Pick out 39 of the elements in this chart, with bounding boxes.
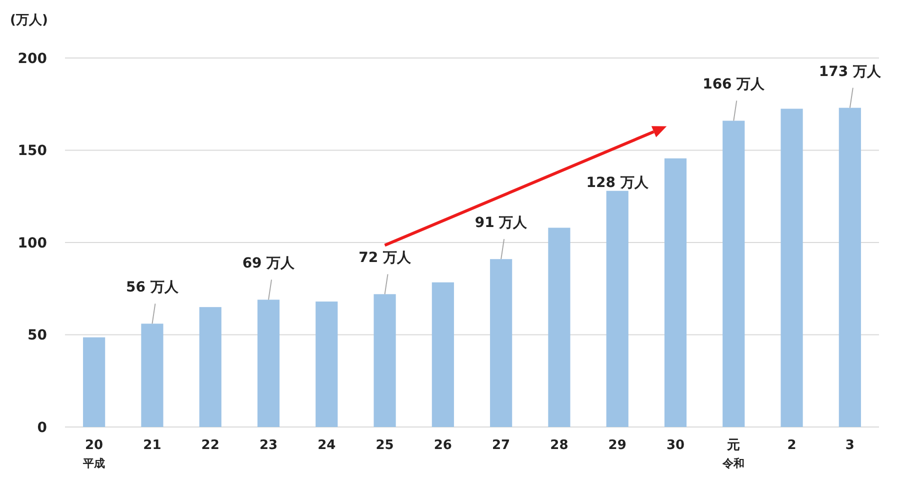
data-label: 166 万人 [702, 76, 766, 93]
bar [432, 282, 454, 427]
bar [83, 337, 106, 427]
x-tick-label: 2 [787, 438, 796, 453]
x-tick-label: 24 [318, 438, 336, 453]
x-tick-label: 22 [201, 438, 220, 453]
bar [490, 259, 512, 427]
bar [838, 108, 861, 427]
x-tick-label: 29 [608, 438, 626, 453]
data-label: 91 万人 [474, 215, 528, 232]
x-tick-label: 3 [845, 438, 854, 453]
bar [606, 190, 628, 427]
bar [257, 300, 280, 427]
data-label: 72 万人 [358, 250, 412, 266]
bar [141, 324, 164, 427]
data-label: 173 万人 [818, 64, 882, 80]
data-label: 128 万人 [586, 174, 650, 191]
x-tick-label: 30 [666, 438, 685, 453]
x-tick-label: 23 [259, 438, 278, 453]
x-tick-label: 26 [434, 438, 452, 453]
bar [316, 302, 338, 427]
y-tick-label: 0 [37, 420, 48, 436]
y-tick-label: 50 [28, 328, 48, 344]
y-tick-label: 150 [18, 143, 48, 160]
data-label: 56 万人 [126, 280, 180, 296]
y-axis-title: (万人) [10, 13, 48, 28]
data-label: 69 万人 [242, 256, 296, 272]
x-tick-label: 21 [143, 438, 162, 453]
bar [199, 307, 222, 427]
bar [722, 120, 745, 427]
x-tick-label: 25 [376, 438, 394, 453]
bar [664, 158, 687, 427]
x-tick-label: 27 [492, 438, 510, 453]
y-tick-label: 200 [18, 50, 48, 67]
bar [374, 294, 396, 427]
y-tick-label: 100 [18, 235, 48, 252]
bar [548, 228, 570, 427]
x-tick-label: 28 [550, 438, 568, 453]
bar [780, 108, 803, 427]
